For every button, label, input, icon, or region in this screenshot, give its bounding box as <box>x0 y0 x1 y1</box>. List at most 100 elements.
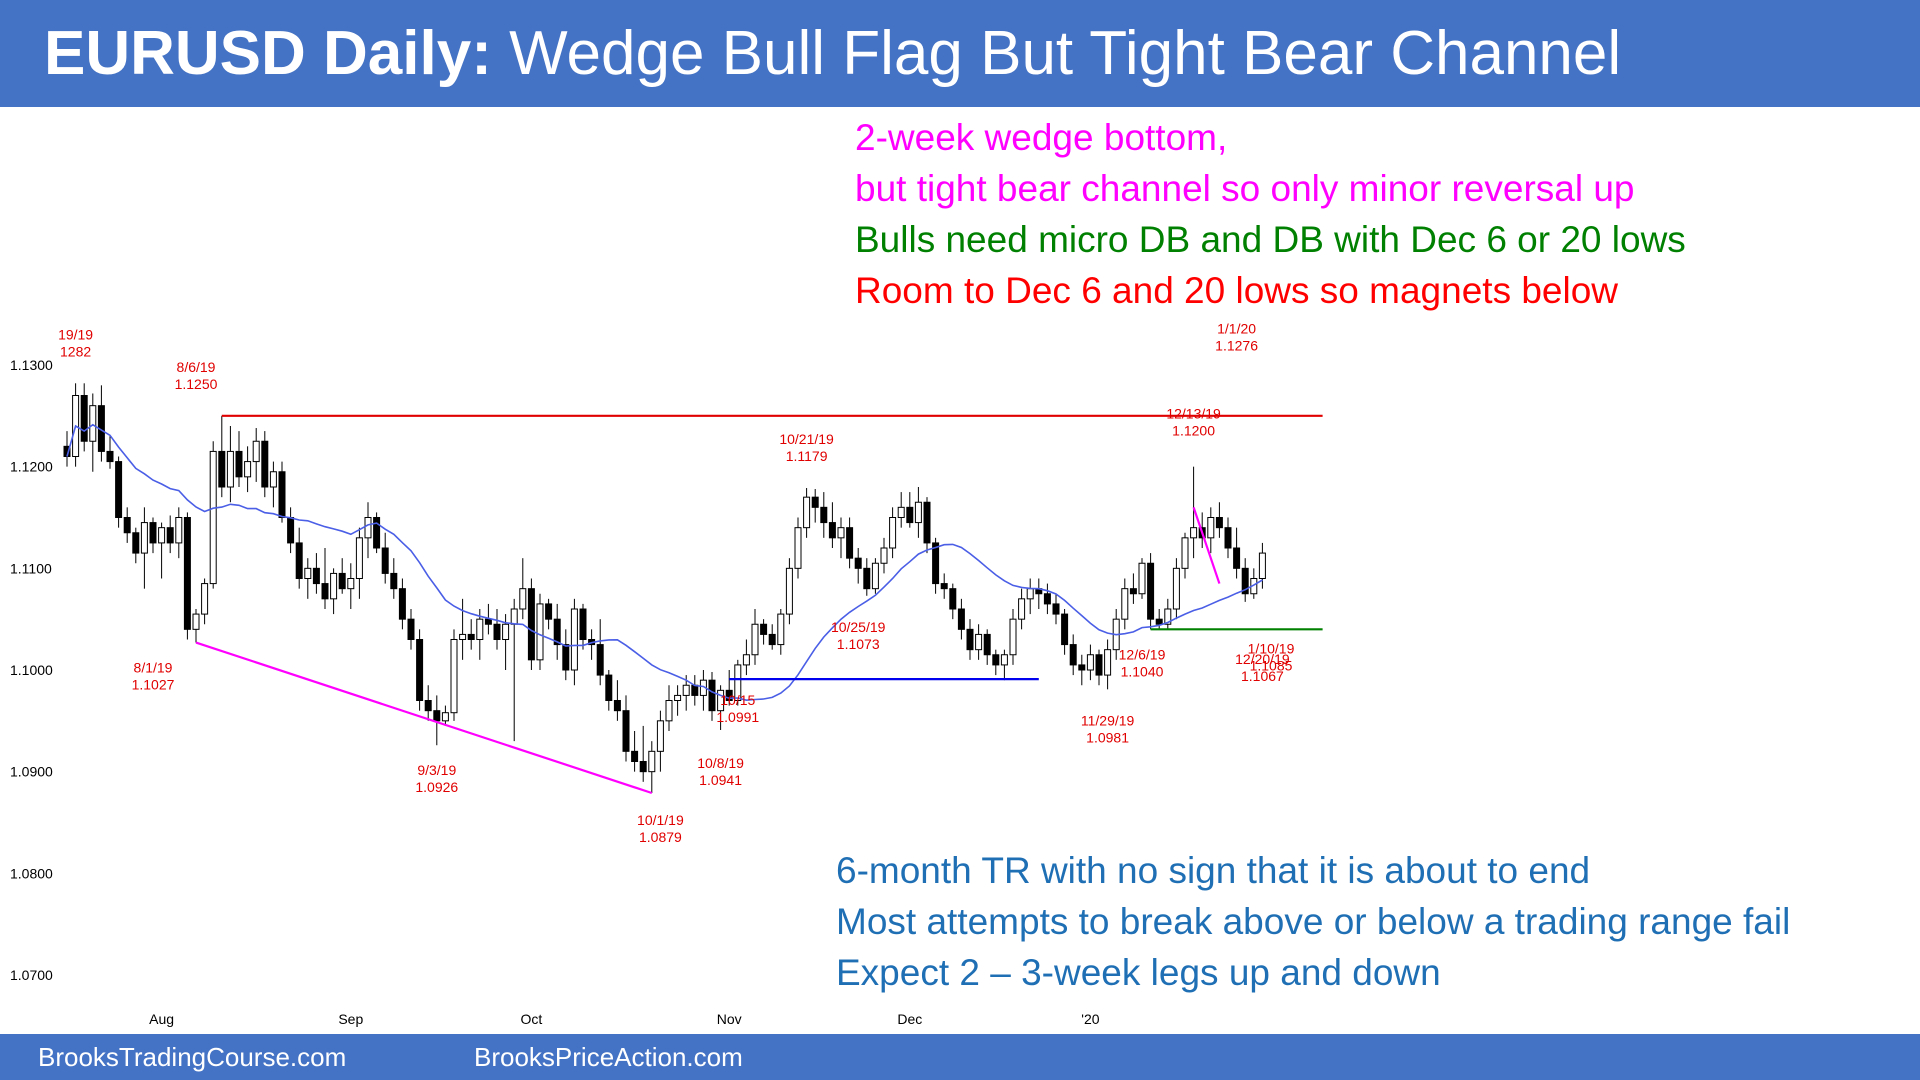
candle <box>450 629 458 721</box>
candle <box>175 507 183 559</box>
candle <box>897 492 905 528</box>
candle <box>1000 649 1008 681</box>
x-tick-label: '20 <box>1081 1011 1099 1027</box>
candle <box>1215 502 1223 538</box>
point-label-value: 1.1250 <box>175 376 218 392</box>
candle <box>545 598 553 630</box>
candle-body <box>536 603 544 661</box>
candle-body <box>287 517 295 544</box>
candle <box>966 619 974 660</box>
y-tick-label: 1.0700 <box>10 967 53 983</box>
candle-body <box>742 654 750 666</box>
candle <box>347 563 355 609</box>
candle <box>992 649 1000 676</box>
candle <box>226 426 234 503</box>
candle-body <box>459 633 467 641</box>
candle <box>519 558 527 620</box>
annotation-bottom-1: 6-month TR with no sign that it is about… <box>836 850 1591 891</box>
candle <box>1069 634 1077 676</box>
candle <box>1181 532 1189 579</box>
candle <box>751 609 759 665</box>
candle-body <box>553 618 561 646</box>
point-label-value: 1.1073 <box>837 636 880 652</box>
candle-body <box>1155 618 1163 625</box>
candle-body <box>889 517 897 549</box>
candle-body <box>373 517 381 549</box>
candle-body <box>596 644 604 676</box>
candle-body <box>493 623 501 640</box>
candle-body <box>1000 654 1008 666</box>
candle-body <box>932 542 940 585</box>
candle-body <box>785 567 793 615</box>
candle <box>527 578 535 670</box>
candle <box>588 629 596 660</box>
candle-body <box>863 567 871 590</box>
candle <box>579 603 587 650</box>
point-label-date: 19/19 <box>58 326 93 342</box>
x-tick-label: Sep <box>338 1011 363 1027</box>
candle-body <box>1026 588 1034 600</box>
footer-link-trading-course[interactable]: BrooksTradingCourse.com <box>38 1042 347 1072</box>
point-label-date: 10/8/19 <box>697 755 744 771</box>
candle <box>914 487 922 538</box>
candle-body <box>278 471 286 518</box>
candle <box>123 507 131 543</box>
candle-body <box>906 506 914 524</box>
annotation-top-2: but tight bear channel so only minor rev… <box>855 168 1635 209</box>
candle <box>209 441 217 589</box>
candle-body <box>312 567 320 585</box>
candle <box>424 685 432 721</box>
candle <box>1095 649 1103 686</box>
candle-body <box>682 684 690 696</box>
point-label-value: 1.1040 <box>1121 663 1164 679</box>
candle <box>785 558 793 625</box>
point-label-value: 1.0926 <box>415 779 458 795</box>
candle-body <box>1215 517 1223 529</box>
candle-body <box>656 720 664 752</box>
candle-body <box>1181 537 1189 569</box>
point-label-value: 1.1027 <box>132 677 175 693</box>
candle <box>304 558 312 599</box>
candle-body <box>545 603 553 620</box>
candle-body <box>1233 547 1241 569</box>
candle-body <box>622 710 630 752</box>
candle-body <box>381 547 389 574</box>
candle <box>975 624 983 660</box>
candle <box>1233 527 1241 579</box>
candle-body <box>570 608 578 671</box>
candle-body <box>502 623 510 640</box>
candle <box>192 609 200 643</box>
y-tick-label: 1.1000 <box>10 662 53 678</box>
title-bar: EURUSD Daily: Wedge Bull Flag But Tight … <box>0 0 1920 107</box>
candle-body <box>218 450 226 488</box>
candle <box>364 502 372 559</box>
candle-body <box>89 405 97 442</box>
point-label-value: 1282 <box>60 343 91 359</box>
candle <box>1224 517 1232 559</box>
candle <box>183 512 191 640</box>
candle <box>1043 583 1051 615</box>
candle <box>218 415 226 498</box>
candle <box>811 489 819 523</box>
x-tick-label: Aug <box>149 1011 174 1027</box>
candle <box>725 670 733 706</box>
candle <box>846 517 854 569</box>
candle-body <box>1207 517 1215 539</box>
candle <box>605 670 613 711</box>
candle-body <box>768 633 776 646</box>
footer-link-price-action[interactable]: BrooksPriceAction.com <box>474 1042 743 1072</box>
candle <box>115 456 123 528</box>
candle <box>1052 593 1060 625</box>
candle-body <box>321 583 329 600</box>
candle <box>1086 644 1094 681</box>
candle <box>467 619 475 650</box>
candle <box>1172 558 1180 620</box>
annotation-top-3: Bulls need micro DB and DB with Dec 6 or… <box>855 219 1686 260</box>
point-label-date: 10/15 <box>720 692 755 708</box>
candle <box>89 393 97 472</box>
point-label-date: 9/3/19 <box>417 762 456 778</box>
candle-body <box>132 532 140 554</box>
candle-body <box>579 608 587 640</box>
candle <box>373 512 381 554</box>
candle <box>828 502 836 548</box>
